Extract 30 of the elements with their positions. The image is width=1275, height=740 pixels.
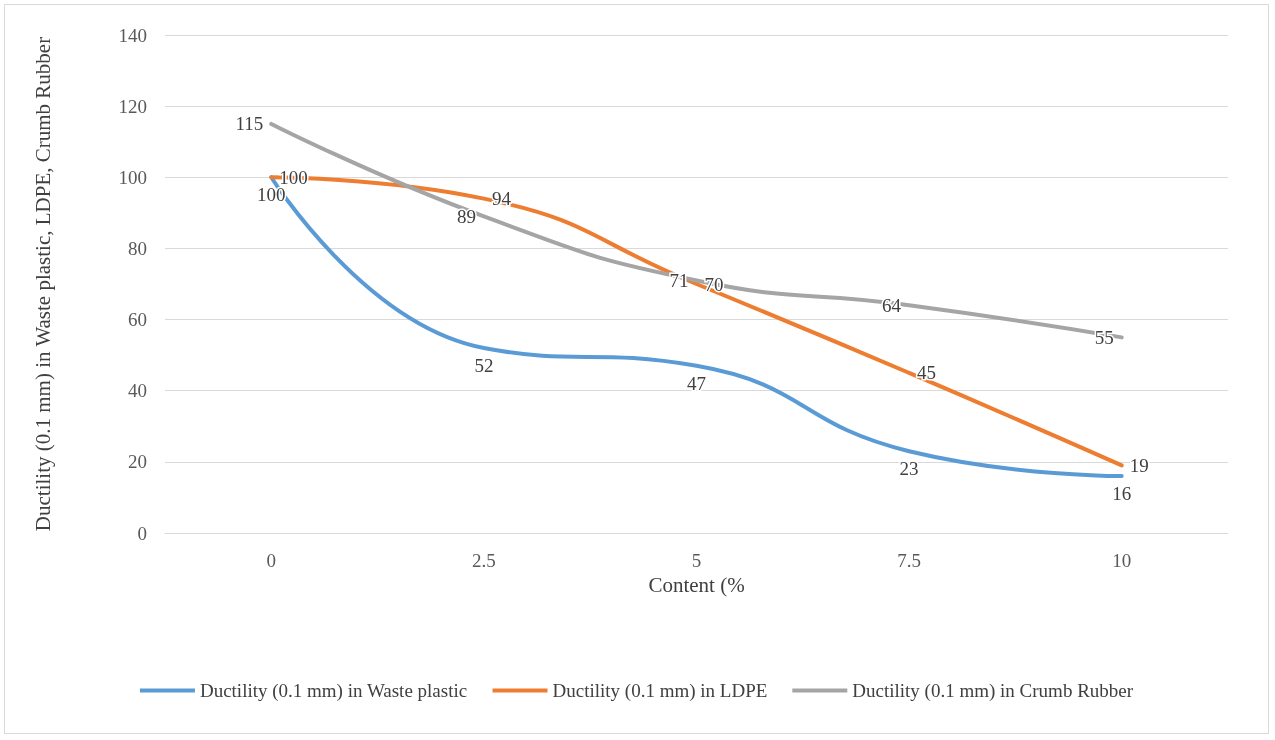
legend-label: Ductility (0.1 mm) in LDPE [552,680,768,702]
data-label: 55 [1094,326,1114,348]
data-label: 70 [704,273,724,295]
y-tick-label: 100 [118,166,147,188]
data-label: 47 [687,372,706,394]
legend-label: Ductility (0.1 mm) in Crumb Rubber [852,680,1134,702]
x-tick-label: 7.5 [897,550,921,571]
data-label: 64 [882,294,902,316]
x-tick-label: 10 [1112,550,1132,571]
data-label: 23 [899,458,919,480]
x-axis-title: Content (% [648,573,745,598]
y-tick-label: 40 [128,380,147,402]
data-label: 71 [669,269,689,291]
y-tick-label: 80 [128,237,147,259]
y-tick-label: 20 [128,451,147,473]
data-label: 16 [1112,483,1132,505]
x-tick-label: 5 [691,550,702,571]
x-tick-label: 0 [266,550,277,571]
data-label: 115 [235,113,264,135]
y-tick-label: 120 [118,95,147,117]
legend-label: Ductility (0.1 mm) in Waste plastic [199,680,468,702]
y-tick-label: 60 [128,309,147,331]
data-label: 52 [474,355,494,377]
data-label: 19 [1129,454,1149,476]
data-label: 45 [917,362,937,384]
data-label: 89 [456,205,476,227]
y-axis-title: Ductility (0.1 mm) in Waste plastic, LDPE, Crumb Rubber [31,36,55,532]
y-tick-label: 140 [118,24,147,46]
y-tick-label: 0 [137,522,147,544]
x-tick-label: 2.5 [472,550,496,571]
